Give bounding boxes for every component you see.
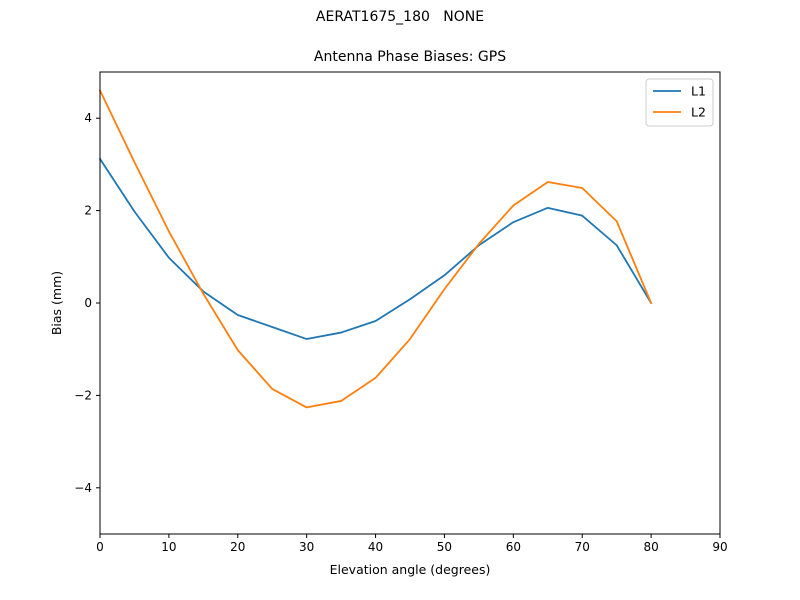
figure-title: AERAT1675_180 NONE [315, 9, 485, 25]
plot-frame [99, 71, 721, 535]
x-tick-label: 0 [96, 540, 104, 554]
y-axis-label: Bias (mm) [49, 271, 64, 335]
y-tick-label: −4 [74, 481, 92, 495]
y-tick-label: −2 [74, 388, 92, 402]
x-tick-label: 30 [299, 540, 314, 554]
legend-label-l1: L1 [691, 84, 706, 99]
series-lines [98, 89, 653, 409]
x-tick-label: 60 [506, 540, 521, 554]
axis-ticks: 0 10 20 30 40 50 60 70 80 90 −4 −2 0 2 4 [74, 111, 727, 554]
x-axis-label: Elevation angle (degrees) [330, 562, 491, 577]
y-tick-label: 4 [84, 111, 92, 125]
y-tick-label: 0 [84, 296, 92, 310]
x-tick-label: 10 [161, 540, 176, 554]
x-tick-label: 80 [643, 540, 658, 554]
x-tick-label: 40 [368, 540, 383, 554]
y-tick-label: 2 [84, 204, 92, 218]
series-line-l2 [98, 89, 653, 409]
x-tick-label: 90 [712, 540, 727, 554]
x-tick-label: 70 [575, 540, 590, 554]
series-line-l1 [98, 157, 653, 340]
chart-title: Antenna Phase Biases: GPS [313, 49, 507, 65]
x-tick-label: 50 [437, 540, 452, 554]
legend-label-l2: L2 [691, 105, 706, 120]
x-tick-label: 20 [230, 540, 245, 554]
